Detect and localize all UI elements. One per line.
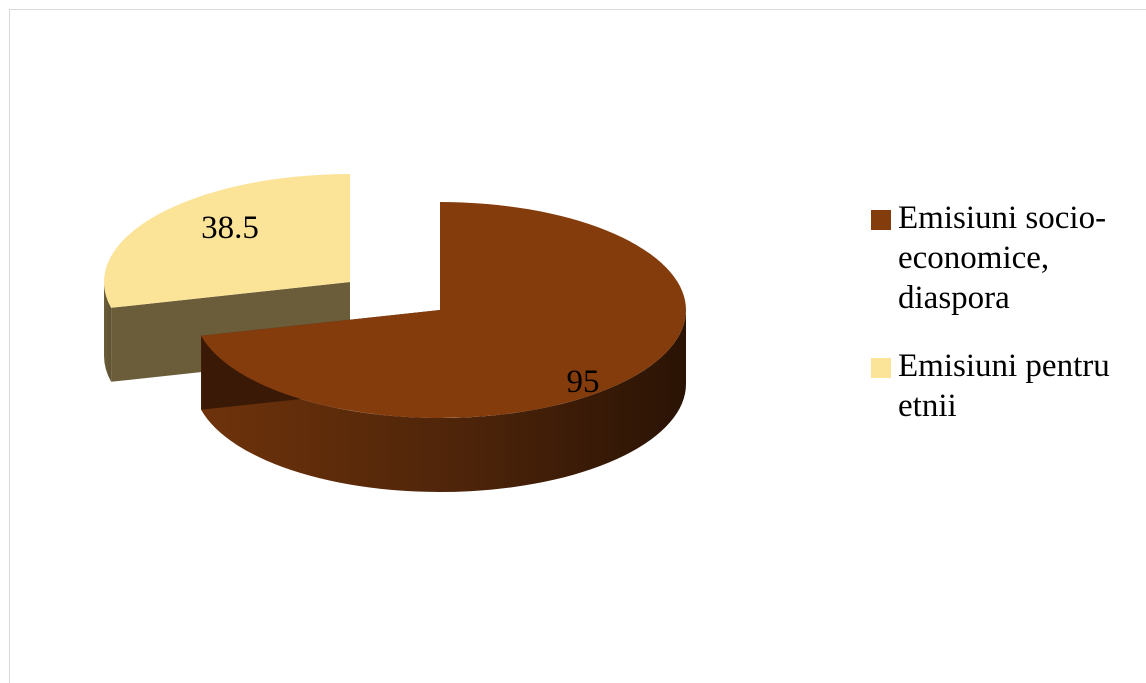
pie-slice-side-0 [201,310,686,493]
data-label-1: 38.5 [201,210,259,246]
legend-swatch-etnii [871,358,891,378]
legend-label-line: economice, [898,240,1050,276]
legend-swatch-socio-economice [871,210,891,230]
legend-label-line: Emisiuni socio- [898,200,1107,236]
data-label-0: 95 [567,364,600,400]
legend-label-line: diaspora [898,280,1010,316]
pie-slice-1 [103,174,350,308]
legend-item-socio-economice: Emisiuni socio- economice, diaspora [871,198,1143,318]
legend-label-line: Emisiuni pentru [898,348,1110,384]
pie-slice-side-1 [104,282,112,382]
pie-slice-0 [201,202,686,419]
chart-legend: Emisiuni socio- economice, diaspora Emis… [871,198,1143,454]
legend-item-etnii: Emisiuni pentru etnii [871,346,1143,426]
legend-label-line: etnii [898,388,957,424]
